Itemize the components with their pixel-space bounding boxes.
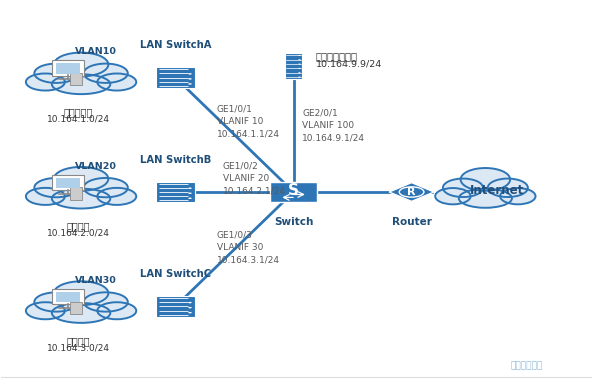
Text: 10.164.9.9/24: 10.164.9.9/24 <box>316 60 382 69</box>
Ellipse shape <box>459 189 512 208</box>
FancyBboxPatch shape <box>71 73 82 85</box>
Text: VLAN30: VLAN30 <box>75 276 117 285</box>
Text: 总裁办公室: 总裁办公室 <box>63 107 93 117</box>
Ellipse shape <box>52 74 110 94</box>
Text: 研发部门: 研发部门 <box>66 336 90 346</box>
FancyBboxPatch shape <box>71 302 82 314</box>
Ellipse shape <box>188 192 192 194</box>
Text: Switch: Switch <box>274 217 313 227</box>
Ellipse shape <box>34 292 78 312</box>
Ellipse shape <box>34 178 78 197</box>
Ellipse shape <box>461 168 510 191</box>
Ellipse shape <box>54 167 109 191</box>
Ellipse shape <box>97 302 136 319</box>
Text: S: S <box>288 182 299 197</box>
Text: VLAN20: VLAN20 <box>75 162 117 170</box>
Ellipse shape <box>54 53 109 76</box>
Text: GE1/0/1
VLANIF 10
10.164.1.1/24: GE1/0/1 VLANIF 10 10.164.1.1/24 <box>217 104 280 139</box>
Ellipse shape <box>188 197 192 199</box>
Text: LAN SwitchB: LAN SwitchB <box>140 154 211 165</box>
FancyBboxPatch shape <box>71 187 82 200</box>
Ellipse shape <box>84 64 128 83</box>
Text: 市场部门: 市场部门 <box>66 221 90 231</box>
Text: GE1/0/2
VLANIF 20
10.164.2.1/24: GE1/0/2 VLANIF 20 10.164.2.1/24 <box>223 162 286 196</box>
FancyBboxPatch shape <box>157 296 195 317</box>
Text: LAN SwitchC: LAN SwitchC <box>140 269 211 279</box>
Ellipse shape <box>298 59 301 60</box>
FancyBboxPatch shape <box>56 292 81 302</box>
Ellipse shape <box>84 178 128 197</box>
Text: 10.164.3.0/24: 10.164.3.0/24 <box>47 343 110 352</box>
Ellipse shape <box>54 281 109 305</box>
Ellipse shape <box>188 187 192 189</box>
Ellipse shape <box>298 63 301 65</box>
FancyBboxPatch shape <box>157 182 195 202</box>
Text: LAN SwitchA: LAN SwitchA <box>140 40 211 50</box>
Ellipse shape <box>443 179 483 197</box>
FancyBboxPatch shape <box>56 63 81 74</box>
FancyBboxPatch shape <box>56 178 81 188</box>
Text: 工资查询服务器: 工资查询服务器 <box>316 52 358 62</box>
Ellipse shape <box>26 73 65 91</box>
Ellipse shape <box>188 307 192 308</box>
Ellipse shape <box>188 312 192 313</box>
Text: R: R <box>407 187 416 197</box>
Ellipse shape <box>188 78 192 79</box>
Ellipse shape <box>97 73 136 91</box>
Ellipse shape <box>188 73 192 74</box>
Ellipse shape <box>487 179 528 197</box>
FancyBboxPatch shape <box>157 67 195 88</box>
Text: 厦门微思网络: 厦门微思网络 <box>511 361 543 370</box>
Text: 10.164.1.0/24: 10.164.1.0/24 <box>47 114 110 123</box>
FancyBboxPatch shape <box>52 60 84 76</box>
Text: VLAN10: VLAN10 <box>75 47 117 56</box>
Ellipse shape <box>26 188 65 205</box>
Ellipse shape <box>52 189 110 209</box>
Ellipse shape <box>188 83 192 84</box>
Ellipse shape <box>298 68 301 69</box>
Ellipse shape <box>298 72 301 73</box>
Ellipse shape <box>188 302 192 303</box>
Polygon shape <box>389 183 434 201</box>
FancyBboxPatch shape <box>52 175 84 190</box>
Ellipse shape <box>97 188 136 205</box>
FancyBboxPatch shape <box>285 53 302 79</box>
Text: Router: Router <box>391 217 432 227</box>
Ellipse shape <box>298 76 301 78</box>
Text: 10.164.2.0/24: 10.164.2.0/24 <box>47 229 110 238</box>
Text: Internet: Internet <box>470 184 524 197</box>
Ellipse shape <box>84 292 128 312</box>
Ellipse shape <box>34 64 78 83</box>
FancyBboxPatch shape <box>52 289 84 305</box>
Ellipse shape <box>52 303 110 323</box>
Text: GE1/0/3
VLANIF 30
10.164.3.1/24: GE1/0/3 VLANIF 30 10.164.3.1/24 <box>217 230 280 264</box>
Ellipse shape <box>26 302 65 319</box>
Ellipse shape <box>435 188 471 204</box>
Ellipse shape <box>500 188 535 204</box>
Text: GE2/0/1
VLANIF 100
10.164.9.1/24: GE2/0/1 VLANIF 100 10.164.9.1/24 <box>302 108 365 142</box>
FancyBboxPatch shape <box>270 182 317 202</box>
Ellipse shape <box>298 55 301 56</box>
